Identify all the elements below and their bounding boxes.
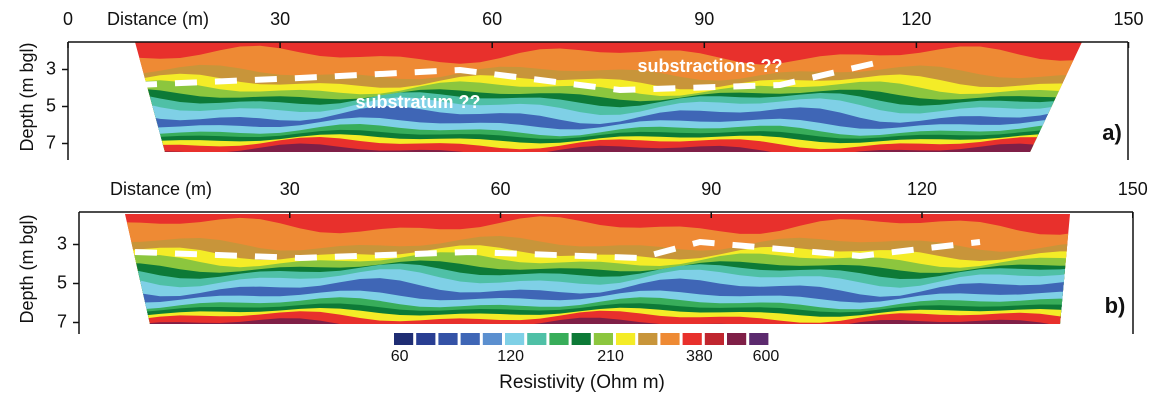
y-tick-label: 5 (57, 272, 67, 292)
colorbar-swatch (616, 333, 636, 345)
x-tick-label: 30 (270, 9, 290, 29)
y-tick-label: 7 (57, 311, 67, 331)
y-tick-label: 5 (46, 95, 56, 115)
x-tick-label: 120 (901, 9, 931, 29)
colorbar-swatch (505, 333, 525, 345)
colorbar-swatch (482, 333, 502, 345)
colorbar-swatch (593, 333, 613, 345)
resistivity-band (135, 143, 1082, 152)
y-tick-label: 7 (46, 132, 56, 152)
colorbar-swatch (416, 333, 436, 345)
colorbar-swatch (394, 333, 414, 345)
y-axis-label: Depth (m bgl) (17, 214, 37, 323)
colorbar-swatch (438, 333, 458, 345)
colorbar-swatch (682, 333, 702, 345)
annotation: substractions ?? (637, 56, 782, 76)
resistivity-band (125, 317, 1070, 324)
x-tick-label: 90 (701, 179, 721, 199)
x-tick-label: 30 (280, 179, 300, 199)
x-tick-label: 150 (1118, 179, 1148, 199)
resistivity-section (135, 42, 1082, 152)
panel-label: a) (1102, 120, 1122, 145)
x-tick-label: 60 (482, 9, 502, 29)
colorbar-swatch (660, 333, 680, 345)
x-axis-label: Distance (m) (110, 179, 212, 199)
x-tick-label: 90 (694, 9, 714, 29)
colorbar-swatch (704, 333, 724, 345)
colorbar-tick-label: 120 (497, 348, 524, 365)
y-tick-label: 3 (57, 233, 67, 253)
colorbar-swatch (549, 333, 569, 345)
colorbar-title: Resistivity (Ohm m) (499, 372, 665, 393)
y-tick-label: 3 (46, 58, 56, 78)
colorbar-tick-label: 60 (391, 348, 409, 365)
colorbar-swatch (638, 333, 658, 345)
colorbar-swatch (727, 333, 747, 345)
colorbar-tick-label: 210 (597, 348, 624, 365)
x-tick-label: 150 (1113, 9, 1143, 29)
colorbar-swatch (460, 333, 480, 345)
interface-line (134, 238, 981, 262)
interface-line (134, 59, 881, 94)
colorbar-swatch (749, 333, 769, 345)
x-tick-label: 0 (63, 9, 73, 29)
panel-label: b) (1105, 293, 1126, 318)
resistivity-section (125, 214, 1070, 324)
annotation: substratum ?? (355, 92, 480, 112)
x-axis-label: Distance (m) (107, 9, 209, 29)
y-axis-label: Depth (m bgl) (17, 42, 37, 151)
x-tick-label: 60 (490, 179, 510, 199)
colorbar-swatch (527, 333, 547, 345)
colorbar-swatch (571, 333, 591, 345)
colorbar-tick-label: 380 (686, 348, 713, 365)
colorbar-tick-label: 600 (753, 348, 780, 365)
x-tick-label: 120 (907, 179, 937, 199)
